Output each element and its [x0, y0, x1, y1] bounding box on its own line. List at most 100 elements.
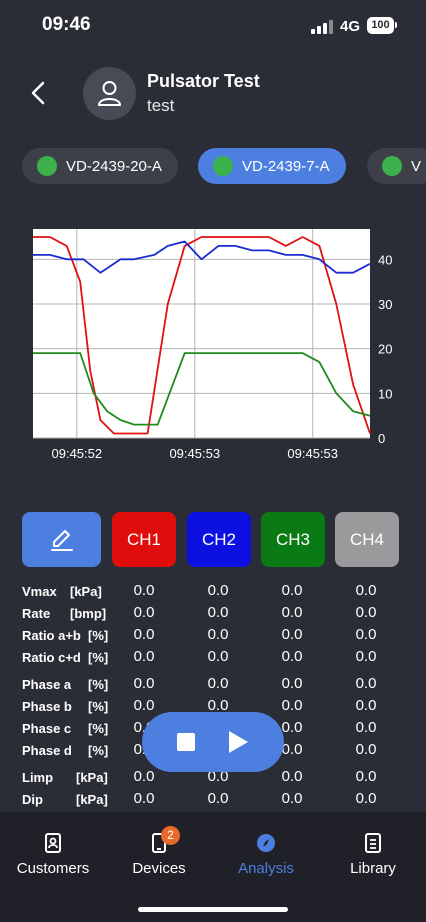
row-label: Phase d [22, 743, 72, 758]
row-label: Dip [22, 792, 43, 807]
value-cell-ch4: 0.0 [355, 741, 377, 758]
row-unit: [kPa] [76, 792, 108, 807]
value-cell-ch4: 0.0 [355, 697, 377, 714]
value-cell-ch4: 0.0 [355, 790, 377, 807]
value-cell-ch3: 0.0 [281, 697, 303, 714]
notification-badge: 2 [161, 826, 180, 845]
value-cell-ch3: 0.0 [281, 626, 303, 643]
row-unit: [%] [88, 721, 109, 736]
row-unit: [%] [88, 743, 109, 758]
battery-icon: 100 [367, 17, 394, 34]
signal-icon [311, 20, 333, 34]
nav-analysis[interactable]: Analysis [213, 812, 319, 892]
pencil-icon [50, 529, 73, 551]
play-icon[interactable] [229, 731, 248, 753]
avatar[interactable] [83, 67, 136, 120]
nav-customers[interactable]: Customers [0, 812, 106, 892]
y-tick-label: 20 [378, 342, 392, 357]
value-cell-ch3: 0.0 [281, 648, 303, 665]
device-pill-2[interactable]: VD-2439-7-A [198, 148, 346, 184]
row-unit: [%] [88, 650, 109, 665]
row-label: Vmax [22, 584, 57, 599]
value-cell-ch3: 0.0 [281, 719, 303, 736]
value-cell-ch1: 0.0 [133, 626, 155, 643]
row-unit: [kPa] [70, 584, 102, 599]
value-cell-ch3: 0.0 [281, 768, 303, 785]
series-line-1 [33, 236, 371, 435]
status-dot [382, 156, 402, 176]
value-cell-ch3: 0.0 [281, 790, 303, 807]
row-unit: [%] [88, 677, 109, 692]
battery-tip [395, 22, 397, 28]
stop-icon[interactable] [177, 733, 195, 751]
value-cell-ch4: 0.0 [355, 604, 377, 621]
x-tick-label: 09:45:52 [52, 446, 103, 461]
x-tick-label: 09:45:53 [287, 446, 338, 461]
page-subtitle: test [147, 96, 175, 115]
value-cell-ch4: 0.0 [355, 582, 377, 599]
series-line-3 [33, 352, 371, 426]
edit-button[interactable] [22, 512, 101, 567]
value-cell-ch2: 0.0 [207, 648, 229, 665]
value-cell-ch2: 0.0 [207, 582, 229, 599]
bottom-nav: Customers Devices Analysis Library [0, 812, 426, 922]
person-icon [98, 81, 121, 106]
value-cell-ch1: 0.0 [133, 768, 155, 785]
nav-label: Analysis [238, 860, 294, 877]
value-cell-ch4: 0.0 [355, 626, 377, 643]
value-cell-ch1: 0.0 [133, 697, 155, 714]
row-label: Phase c [22, 721, 72, 736]
book-icon [365, 833, 381, 853]
value-cell-ch2: 0.0 [207, 604, 229, 621]
row-label: Rate [22, 606, 51, 621]
contact-icon [45, 833, 61, 853]
row-unit: [%] [88, 699, 109, 714]
value-cell-ch3: 0.0 [281, 741, 303, 758]
ch4-button[interactable]: CH4 [335, 512, 399, 567]
playback-bar [142, 712, 284, 772]
ch2-button[interactable]: CH2 [187, 512, 251, 567]
value-cell-ch2: 0.0 [207, 675, 229, 692]
status-time: 09:46 [42, 14, 91, 35]
y-tick-label: 10 [378, 386, 392, 401]
nav-label: Library [350, 860, 396, 877]
row-unit: [%] [88, 628, 109, 643]
value-cell-ch2: 0.0 [207, 790, 229, 807]
y-tick-label: 40 [378, 252, 392, 267]
ch1-button[interactable]: CH1 [112, 512, 176, 567]
value-cell-ch3: 0.0 [281, 582, 303, 599]
row-label: Ratio a+b [22, 628, 81, 643]
value-cell-ch3: 0.0 [281, 675, 303, 692]
device-label: VD-2439-20-A [66, 157, 162, 175]
chevron-left-icon [31, 81, 45, 105]
row-unit: [bmp] [70, 606, 107, 621]
y-tick-label: 30 [378, 297, 392, 312]
status-dot [213, 156, 233, 176]
x-tick-label: 09:45:53 [169, 446, 220, 461]
status-dot [37, 156, 57, 176]
back-button[interactable] [28, 80, 50, 106]
pressure-chart: 40 30 20 10 0 09:45:52 09:45:53 09:45:53 [33, 229, 392, 461]
page-title: Pulsator Test [147, 71, 260, 91]
nav-label: Devices [132, 860, 186, 877]
y-tick-label: 0 [378, 431, 385, 446]
ch3-button[interactable]: CH3 [261, 512, 325, 567]
nav-library[interactable]: Library [320, 812, 426, 892]
device-label: VD-2439-7-A [242, 157, 330, 175]
value-cell-ch1: 0.0 [133, 675, 155, 692]
series-line-2 [33, 240, 371, 274]
value-cell-ch1: 0.0 [133, 604, 155, 621]
value-cell-ch1: 0.0 [133, 790, 155, 807]
compass-icon [257, 834, 275, 852]
row-label: Phase b [22, 699, 72, 714]
value-cell-ch1: 0.0 [133, 582, 155, 599]
value-cell-ch3: 0.0 [281, 604, 303, 621]
row-label: Phase a [22, 677, 72, 692]
row-label: Limp [22, 770, 54, 785]
home-indicator [138, 907, 288, 912]
nav-label: Customers [16, 860, 90, 877]
value-cell-ch4: 0.0 [355, 648, 377, 665]
device-pill-3[interactable]: V [367, 148, 426, 184]
device-pill-1[interactable]: VD-2439-20-A [22, 148, 178, 184]
nav-devices[interactable]: Devices [106, 812, 212, 892]
